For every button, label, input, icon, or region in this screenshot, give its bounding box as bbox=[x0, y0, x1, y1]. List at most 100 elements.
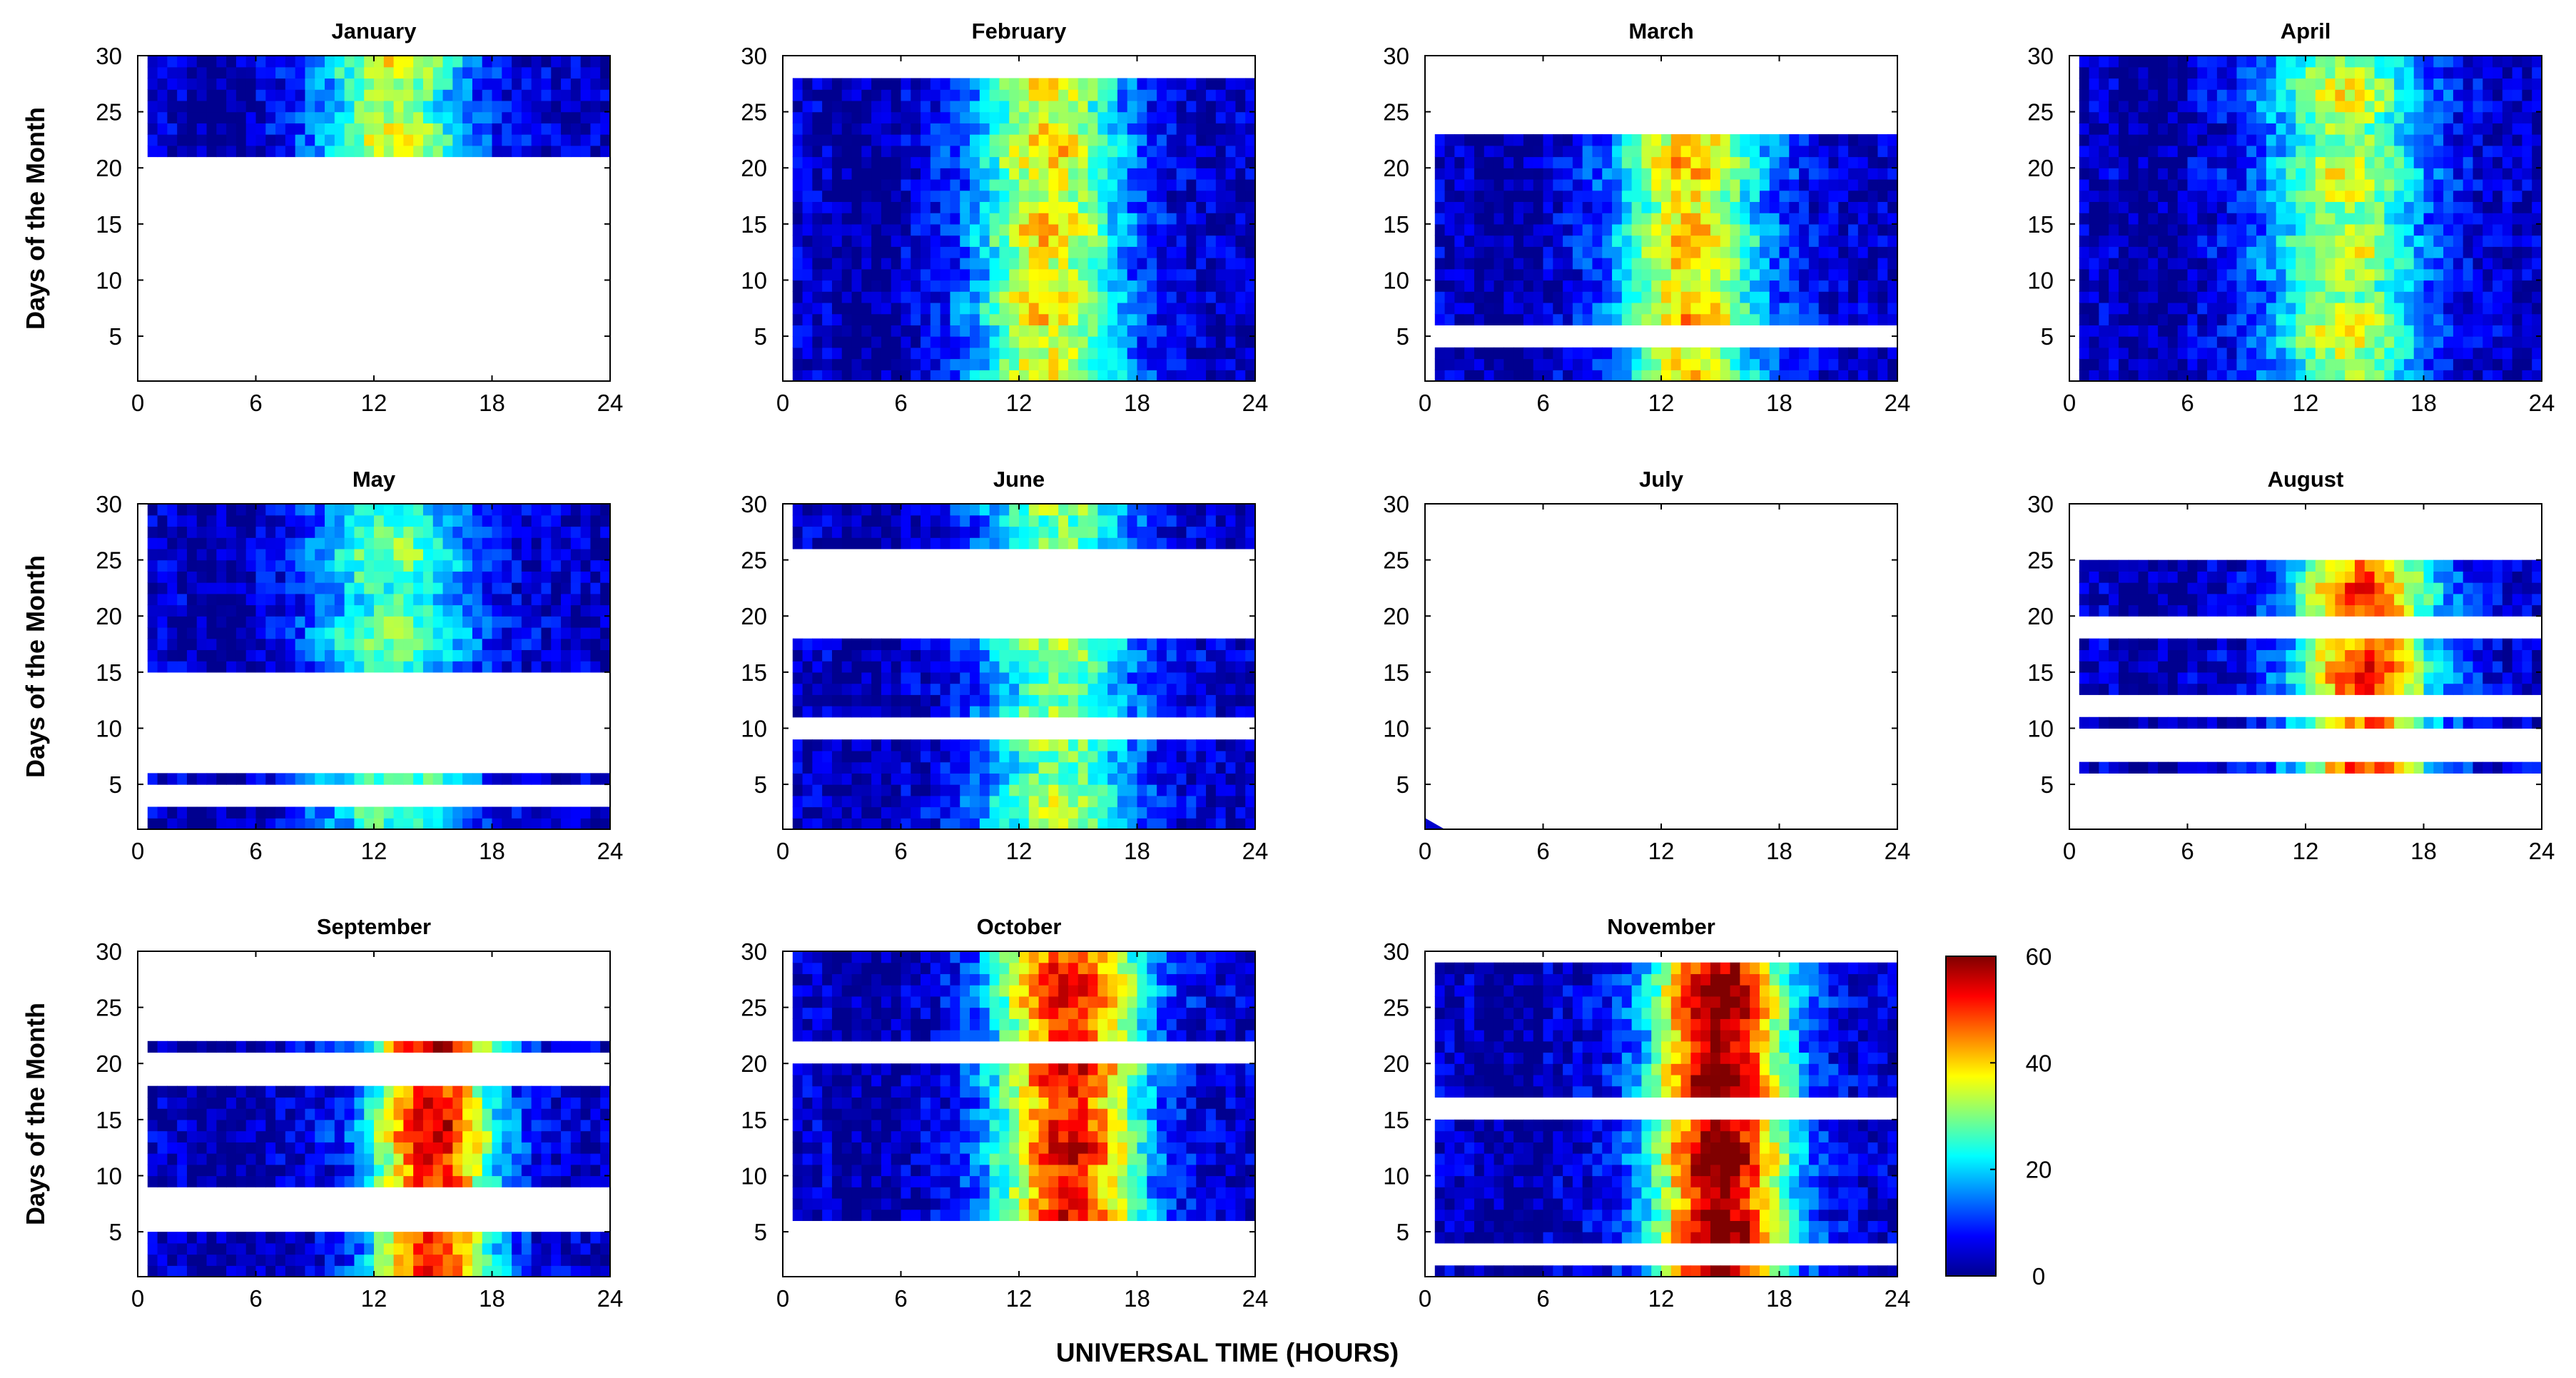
heat-cell bbox=[157, 56, 168, 68]
heat-cell bbox=[1494, 178, 1504, 191]
heat-cell bbox=[2453, 291, 2464, 303]
heat-cell bbox=[2463, 168, 2474, 180]
heat-cell bbox=[1857, 246, 1869, 258]
heat-cell bbox=[792, 168, 803, 180]
heat-cell bbox=[196, 638, 208, 651]
heat-cell bbox=[2246, 78, 2257, 90]
heat-cell bbox=[2522, 156, 2532, 168]
heat-cell bbox=[2099, 313, 2109, 325]
heat-cell bbox=[2089, 66, 2099, 79]
heat-cell bbox=[1038, 100, 1049, 113]
heat-cell bbox=[1779, 156, 1790, 168]
heat-cell bbox=[1196, 78, 1207, 90]
heat-cell bbox=[1087, 223, 1098, 236]
heat-cell bbox=[1186, 78, 1197, 90]
heat-cell bbox=[2207, 145, 2218, 158]
heat-cell bbox=[2167, 223, 2179, 236]
heat-cell bbox=[2167, 370, 2179, 382]
heat-cell bbox=[492, 89, 502, 101]
heat-cell bbox=[196, 604, 208, 617]
heat-cell bbox=[2099, 111, 2109, 123]
heat-cell bbox=[1186, 336, 1197, 348]
heat-cell bbox=[265, 66, 276, 79]
heat-cell bbox=[1523, 313, 1534, 325]
heat-cell bbox=[235, 604, 247, 617]
heat-cell bbox=[2286, 213, 2296, 225]
heat-cell bbox=[196, 773, 208, 785]
heat-cell bbox=[2306, 302, 2316, 315]
heat-cell bbox=[452, 604, 463, 617]
heat-cell bbox=[831, 235, 843, 247]
heat-cell bbox=[989, 78, 1000, 90]
heat-cell bbox=[472, 548, 483, 561]
heat-cell bbox=[521, 111, 532, 123]
heat-cell bbox=[871, 235, 882, 247]
heat-cell bbox=[2463, 291, 2474, 303]
heat-cell bbox=[1543, 347, 1553, 360]
heat-cell bbox=[2118, 156, 2129, 168]
heat-cell bbox=[442, 571, 453, 583]
heat-cell bbox=[1602, 347, 1613, 360]
heat-cell bbox=[1117, 370, 1128, 382]
heat-cell bbox=[792, 156, 803, 168]
heat-cell bbox=[2296, 268, 2306, 281]
heat-cell bbox=[1464, 168, 1475, 180]
heat-cell bbox=[265, 818, 276, 830]
heat-cell bbox=[2187, 201, 2198, 213]
heat-cell bbox=[1828, 134, 1839, 146]
heat-cell bbox=[2394, 313, 2405, 325]
heat-cell bbox=[2374, 190, 2385, 203]
heat-cell bbox=[502, 145, 512, 158]
heat-cell bbox=[2276, 213, 2287, 225]
heat-cell bbox=[1680, 302, 1691, 315]
heat-cell bbox=[521, 649, 532, 662]
heat-cell bbox=[2276, 178, 2287, 191]
heat-cell bbox=[1857, 235, 1869, 247]
heat-cell bbox=[979, 280, 990, 292]
heat-cell bbox=[1107, 156, 1118, 168]
heat-cell bbox=[2374, 78, 2385, 90]
heat-cell bbox=[2158, 178, 2169, 191]
heat-cell bbox=[1543, 370, 1553, 382]
heat-cell bbox=[245, 773, 257, 785]
heat-cell bbox=[2296, 313, 2306, 325]
heat-cell bbox=[2315, 223, 2326, 236]
heat-cell bbox=[432, 649, 444, 662]
heat-cell bbox=[1097, 213, 1108, 225]
heat-cell bbox=[472, 773, 483, 785]
heat-cell bbox=[2443, 134, 2454, 146]
heat-cell bbox=[354, 593, 365, 606]
heat-cell bbox=[1038, 325, 1049, 337]
heat-cell bbox=[403, 818, 414, 830]
heat-cell bbox=[2236, 123, 2247, 135]
heat-cell bbox=[2226, 235, 2238, 247]
heat-cell bbox=[482, 56, 493, 68]
heat-cell bbox=[881, 78, 892, 90]
heat-cell bbox=[1474, 145, 1485, 158]
heat-cell bbox=[999, 168, 1010, 180]
heat-cell bbox=[2374, 213, 2385, 225]
heat-cell bbox=[512, 100, 522, 113]
heat-cell bbox=[1206, 111, 1217, 123]
heat-cell bbox=[2148, 291, 2159, 303]
heat-cell bbox=[1690, 223, 1701, 236]
heat-cell bbox=[403, 773, 414, 785]
heat-cell bbox=[245, 56, 257, 68]
heat-cell bbox=[891, 111, 902, 123]
heat-cell bbox=[1107, 302, 1118, 315]
heat-cell bbox=[432, 582, 444, 594]
heat-cell bbox=[2236, 302, 2247, 315]
heat-cell bbox=[1730, 358, 1740, 370]
heat-cell bbox=[226, 559, 237, 572]
heat-cell bbox=[1750, 201, 1760, 213]
heat-cell bbox=[275, 571, 286, 583]
heat-cell bbox=[245, 806, 257, 819]
heat-cell bbox=[1759, 134, 1770, 146]
heat-cell bbox=[235, 145, 247, 158]
heat-cell bbox=[861, 78, 872, 90]
heat-cell bbox=[950, 89, 960, 101]
y-tick-label: 10 bbox=[741, 267, 767, 293]
heat-cell bbox=[960, 123, 970, 135]
heat-cell bbox=[1553, 201, 1563, 213]
heat-cell bbox=[2493, 268, 2503, 281]
